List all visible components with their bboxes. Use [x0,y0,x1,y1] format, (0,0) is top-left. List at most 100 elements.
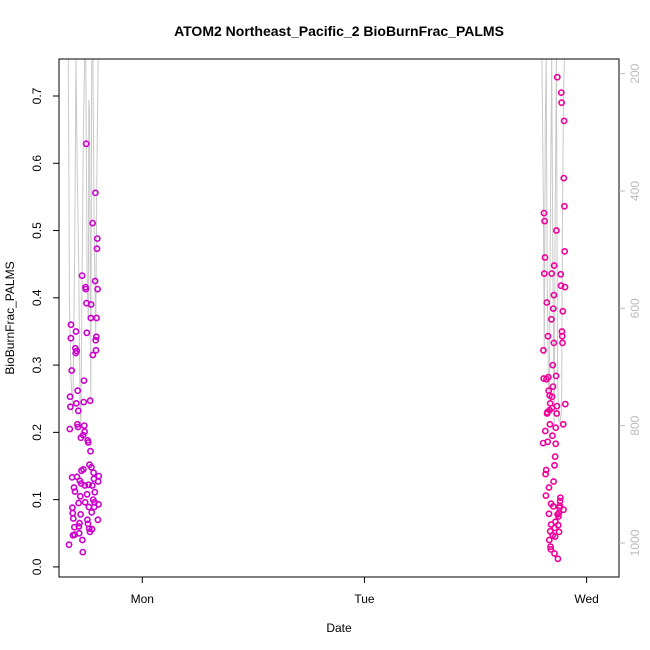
data-point [87,301,95,308]
data-point [89,219,96,227]
data-point [95,472,103,480]
data-point [75,523,83,530]
data-point [556,497,564,505]
x-axis-label: Date [326,621,352,635]
data-point [559,307,567,315]
data-point [79,431,87,439]
data-point [552,372,560,380]
data-point [544,373,552,381]
data-point [92,189,99,197]
data-point [543,299,551,306]
data-point [81,428,88,436]
data-point [561,400,569,408]
data-point [540,270,548,277]
data-point [88,525,96,533]
data-point [93,314,100,322]
data-point [557,89,565,96]
data-point [92,333,100,341]
data-point [561,283,569,291]
x-tick-label: Tue [354,592,375,606]
data-point [70,484,78,491]
data-point [73,347,81,355]
data-point [560,506,567,514]
data-point [80,377,88,384]
data-point [80,465,87,473]
data-point [550,339,558,347]
data-point [94,285,101,293]
data-point [90,469,97,477]
data-point [74,423,82,431]
data-point [540,209,548,217]
data-point [550,478,557,485]
data-point [67,321,75,329]
data-point [555,513,562,520]
data-point [74,387,82,395]
data-point [554,521,562,529]
y-tick-label: 0.2 [30,424,44,441]
data-point [75,529,83,537]
y-tick-label: 0.7 [30,87,44,104]
data-point [561,202,568,210]
data-point [95,500,102,508]
data-point [88,509,96,516]
data-point [92,346,100,354]
y-tick-label: 0.4 [30,289,44,306]
y2-tick-label: 1000 [628,529,642,556]
data-point [82,140,90,148]
data-point [69,515,77,522]
data-point [550,291,558,299]
y-axis: 0.0 0.1 0.2 0.3 0.4 0.5 0.6 0.7 [30,87,59,575]
data-point [66,425,74,433]
data-point [553,410,561,417]
y-tick-label: 0.0 [30,558,44,575]
data-point [547,543,554,551]
data-point [554,555,562,563]
data-point [79,548,87,556]
data-point [551,453,559,460]
data-point [560,174,568,182]
data-point [65,541,73,549]
data-point [547,500,555,508]
secondary-y-axis: 200 400 600 800 1000 [619,63,642,556]
data-point [549,305,557,312]
data-point [72,399,80,407]
data-point [81,498,89,506]
data-point [88,482,96,489]
data-point [551,550,558,557]
data-point [540,346,547,354]
y-tick-label: 0.6 [30,155,44,172]
data-point [74,407,82,415]
y-axis-label: BioBurnFrac_PALMS [3,261,17,374]
data-point [80,422,88,429]
data-point [80,398,88,406]
data-point [558,332,566,340]
data-point [84,516,91,524]
data-point [552,440,560,448]
data-point [558,99,565,107]
data-point [76,519,83,527]
data-point [67,403,74,411]
data-point [541,427,549,435]
data-point [83,490,91,498]
data-point [66,393,74,401]
x-tick-label: Wed [574,592,598,606]
data-point [549,383,557,390]
data-point [546,420,554,428]
points-layer [65,73,569,563]
data-point [85,481,92,489]
data-point [83,329,91,337]
y-tick-label: 0.1 [30,491,44,508]
data-point [553,73,561,81]
data-point [87,447,94,455]
data-point [91,488,99,496]
data-point [92,336,100,344]
data-point [542,466,550,474]
data-point [77,511,84,518]
data-point [93,235,101,242]
data-point [89,351,97,359]
data-point [94,516,102,524]
data-point [542,492,550,499]
x-tick-label: Mon [131,592,154,606]
